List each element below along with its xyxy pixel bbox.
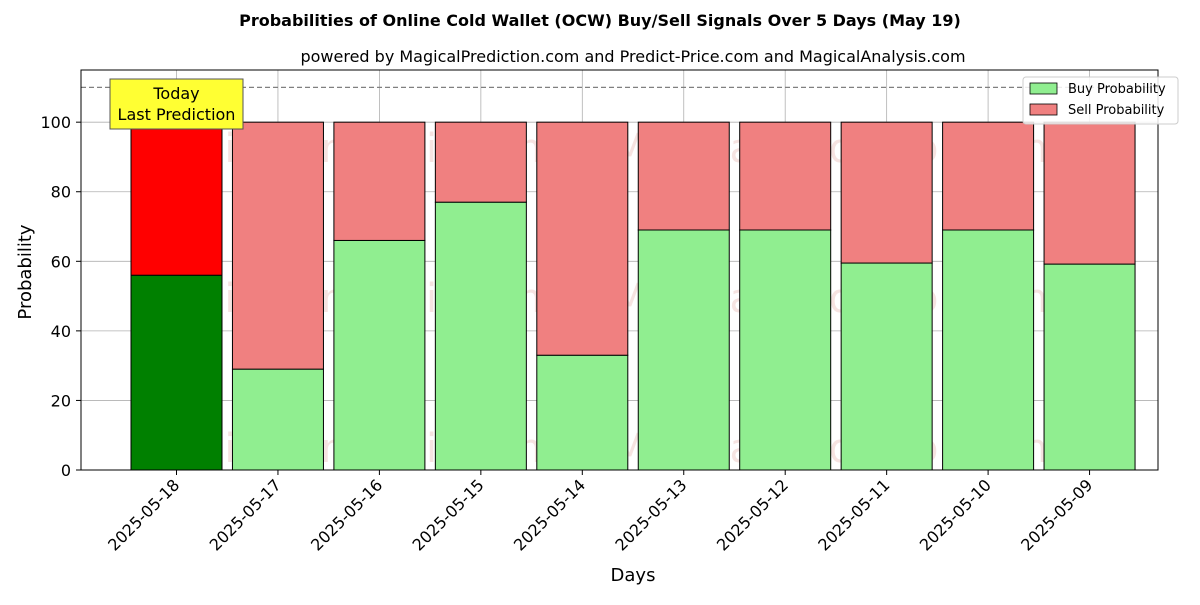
bar-buy [1043, 263, 1136, 471]
bar-sell [840, 121, 933, 264]
legend-label-sell: Sell Probability [1068, 103, 1165, 118]
bar-sell [130, 121, 223, 276]
legend-box [1022, 76, 1179, 125]
bar-sell [1043, 121, 1136, 265]
x-tick-label: 2025-05-09 [1017, 475, 1096, 554]
y-tick-label: 0 [61, 461, 71, 480]
x-tick-label: 2025-05-18 [104, 475, 183, 554]
bar-buy [942, 229, 1035, 471]
annotation-line-1: Today [152, 84, 199, 103]
x-tick-label: 2025-05-12 [713, 475, 792, 554]
bar-buy [333, 239, 426, 471]
bar-sell [637, 121, 730, 231]
bar-sell [333, 121, 426, 241]
bar-sell [942, 121, 1035, 231]
x-tick-label: 2025-05-14 [510, 475, 589, 554]
bar-sell [231, 121, 324, 370]
bar-buy [231, 368, 324, 471]
bar-buy [434, 201, 527, 471]
bar-buy [536, 354, 629, 471]
bar-buy [739, 229, 832, 471]
bar-buy [637, 229, 730, 471]
bars [130, 121, 1136, 471]
annotation-box [109, 78, 244, 130]
x-tick-label: 2025-05-17 [206, 475, 285, 554]
x-axis-label: Days [611, 565, 656, 586]
bar-sell [434, 121, 527, 203]
y-tick-label: 60 [51, 252, 71, 271]
y-axis-label: Probability [15, 224, 36, 319]
annotation-line-2: Last Prediction [118, 105, 236, 124]
y-tick-label: 80 [51, 183, 71, 202]
bar-buy [840, 262, 933, 471]
bar-buy [130, 274, 223, 471]
chart-subtitle: powered by MagicalPrediction.com and Pre… [300, 47, 965, 66]
today-annotation: Today Last Prediction [109, 78, 244, 130]
plot-frame [80, 69, 1159, 471]
legend-swatch-buy [1029, 82, 1058, 95]
legend-swatch-sell [1029, 103, 1058, 116]
x-tick-label: 2025-05-11 [814, 475, 893, 554]
x-tick-label: 2025-05-10 [916, 475, 995, 554]
x-tick-label: 2025-05-15 [408, 475, 487, 554]
x-tick-label: 2025-05-13 [611, 475, 690, 554]
legend-label-buy: Buy Probability [1068, 82, 1166, 97]
bar-sell [739, 121, 832, 231]
chart-title: Probabilities of Online Cold Wallet (OCW… [239, 11, 961, 30]
y-tick-label: 20 [51, 391, 71, 410]
legend: Buy Probability Sell Probability [1022, 76, 1179, 125]
bar-sell [536, 121, 629, 356]
y-tick-label: 40 [51, 322, 71, 341]
y-tick-label: 100 [40, 113, 71, 132]
x-tick-label: 2025-05-16 [307, 475, 386, 554]
